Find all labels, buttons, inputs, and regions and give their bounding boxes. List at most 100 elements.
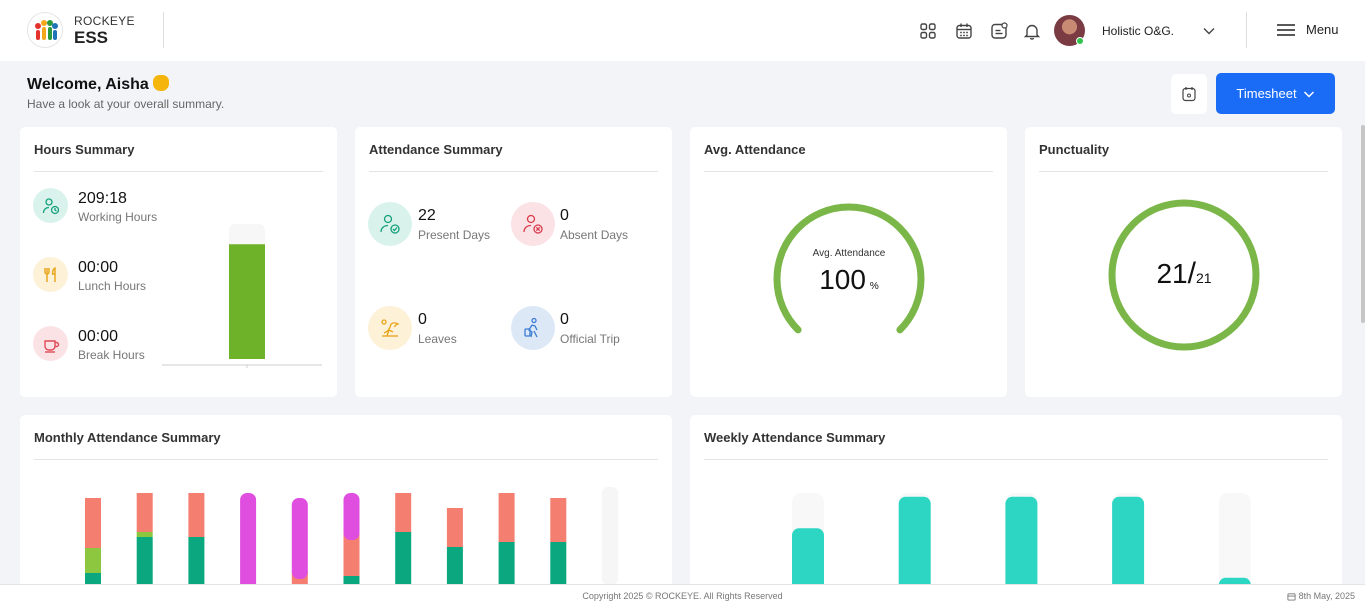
avg-attendance-unit: % (869, 281, 879, 292)
card-title: Punctuality (1039, 142, 1110, 157)
brand-logo[interactable]: ROCKEYE ESS (27, 12, 135, 48)
apps-grid-icon[interactable] (919, 22, 937, 40)
lunch-hours-label: Lunch Hours (78, 279, 147, 293)
monthly-bar-segment (85, 498, 101, 548)
attendance-summary-card: Attendance Summary 22 Present Days 0 Abs… (355, 127, 672, 397)
lunch-hours-value: 00:00 (78, 259, 119, 276)
footer: Copyright 2025 © ROCKEYE. All Rights Res… (0, 584, 1365, 606)
card-title: Attendance Summary (369, 142, 503, 157)
footer-date: 8th May, 2025 (1287, 591, 1355, 601)
monthly-bar-segment (188, 537, 205, 585)
lunch-hours-icon (33, 257, 68, 292)
gauge-value: 100% (779, 264, 919, 296)
header-divider (163, 12, 164, 48)
monthly-bar-segment (343, 576, 360, 585)
brand-small-text: ROCKEYE (74, 13, 135, 28)
monthly-bar-segment (136, 537, 153, 585)
monthly-bar-segment (395, 532, 412, 585)
notification-bell-icon[interactable] (1023, 22, 1041, 40)
copyright-text: Copyright 2025 © ROCKEYE. All Rights Res… (582, 591, 783, 601)
header-divider (1246, 12, 1247, 48)
calendar-date-button[interactable] (1171, 74, 1207, 114)
top-bar: ROCKEYE ESS Holistic O&G. Menu (0, 0, 1365, 61)
messages-icon[interactable] (990, 22, 1008, 40)
footer-date-text: 8th May, 2025 (1298, 591, 1355, 601)
welcome-section: Welcome, Aisha Have a look at your overa… (27, 75, 224, 111)
monthly-bar-segment (446, 547, 463, 585)
weekly-bar-chart (792, 493, 1251, 585)
monthly-attendance-card: Monthly Attendance Summary (20, 415, 672, 595)
menu-button[interactable]: Menu (1277, 22, 1339, 37)
weekly-bar-track (1218, 493, 1251, 585)
timesheet-button[interactable]: Timesheet (1216, 73, 1335, 114)
break-hours-value: 00:00 (78, 328, 119, 345)
punctuality-circle (1108, 199, 1260, 351)
hours-bar-chart (162, 224, 322, 368)
welcome-subtitle: Have a look at your overall summary. (27, 97, 225, 111)
monthly-bar-segment (550, 498, 567, 542)
hours-summary-card: Hours Summary 209:18 Working Hours 00:00… (20, 127, 337, 397)
monthly-bar-segment (498, 493, 515, 542)
monthly-bar-segment (85, 548, 101, 573)
weekly-bar (1005, 496, 1038, 585)
gauge-caption: Avg. Attendance (812, 248, 886, 259)
card-divider (34, 171, 323, 172)
monthly-bar-segment (395, 493, 412, 532)
calendar-icon (1182, 87, 1196, 102)
page-scrollbar[interactable] (1361, 125, 1365, 323)
punctuality-denominator: 21 (1195, 270, 1212, 286)
leaves-value: 0 (418, 311, 427, 328)
present-days-label: Present Days (418, 228, 491, 242)
monthly-bar-segment (343, 493, 360, 540)
monthly-bar-segment (550, 542, 567, 585)
card-divider (704, 171, 993, 172)
waving-hand-icon (152, 75, 169, 91)
punctuality-ring (1108, 199, 1260, 351)
weekly-bar (792, 528, 824, 585)
punctuality-numerator: 21 (1156, 258, 1188, 289)
monthly-bar-segment (85, 573, 101, 585)
leaves-icon (368, 306, 412, 350)
monthly-bar-empty (602, 487, 618, 585)
working-hours-value: 209:18 (78, 190, 127, 207)
leaves-label: Leaves (418, 332, 457, 346)
avg-attendance-value: 100 (819, 264, 866, 295)
official-trip-icon (511, 306, 555, 350)
chevron-down-icon[interactable] (1202, 24, 1216, 38)
card-title: Weekly Attendance Summary (704, 430, 886, 445)
hamburger-icon (1277, 23, 1295, 36)
hours-bar (229, 244, 265, 359)
menu-label: Menu (1306, 22, 1339, 37)
weekly-bar (898, 496, 931, 585)
monthly-bar-segment (240, 493, 257, 585)
working-hours-icon (33, 188, 68, 223)
monthly-bar-segment (136, 493, 153, 532)
weekly-bar (1218, 577, 1251, 585)
absent-days-icon (511, 202, 555, 246)
break-hours-label: Break Hours (78, 348, 145, 362)
avg-attendance-card: Avg. Attendance Avg. Attendance 100% (690, 127, 1007, 397)
chevron-down-icon (1303, 90, 1314, 98)
welcome-heading: Welcome, Aisha (27, 75, 224, 94)
working-hours-label: Working Hours (78, 210, 158, 224)
timesheet-label: Timesheet (1236, 86, 1297, 101)
present-days-value: 22 (418, 207, 436, 224)
absent-days-value: 0 (560, 207, 569, 224)
card-divider (1039, 171, 1328, 172)
card-divider (369, 171, 658, 172)
organization-name[interactable]: Holistic O&G. (1102, 24, 1175, 38)
monthly-bar-segment (136, 532, 153, 537)
weekly-attendance-card: Weekly Attendance Summary (690, 415, 1342, 595)
present-days-icon (368, 202, 412, 246)
monthly-bar-segment (188, 493, 205, 537)
official-trip-label: Official Trip (560, 332, 620, 346)
online-status-dot (1076, 37, 1084, 45)
calendar-icon[interactable] (955, 22, 973, 40)
card-title: Hours Summary (34, 142, 135, 157)
card-divider (704, 459, 1328, 460)
absent-days-label: Absent Days (560, 228, 629, 242)
punctuality-ratio: 21/21 (1156, 257, 1212, 290)
monthly-bar-segment (446, 508, 463, 547)
card-title: Monthly Attendance Summary (34, 430, 221, 445)
break-hours-icon (33, 326, 68, 361)
